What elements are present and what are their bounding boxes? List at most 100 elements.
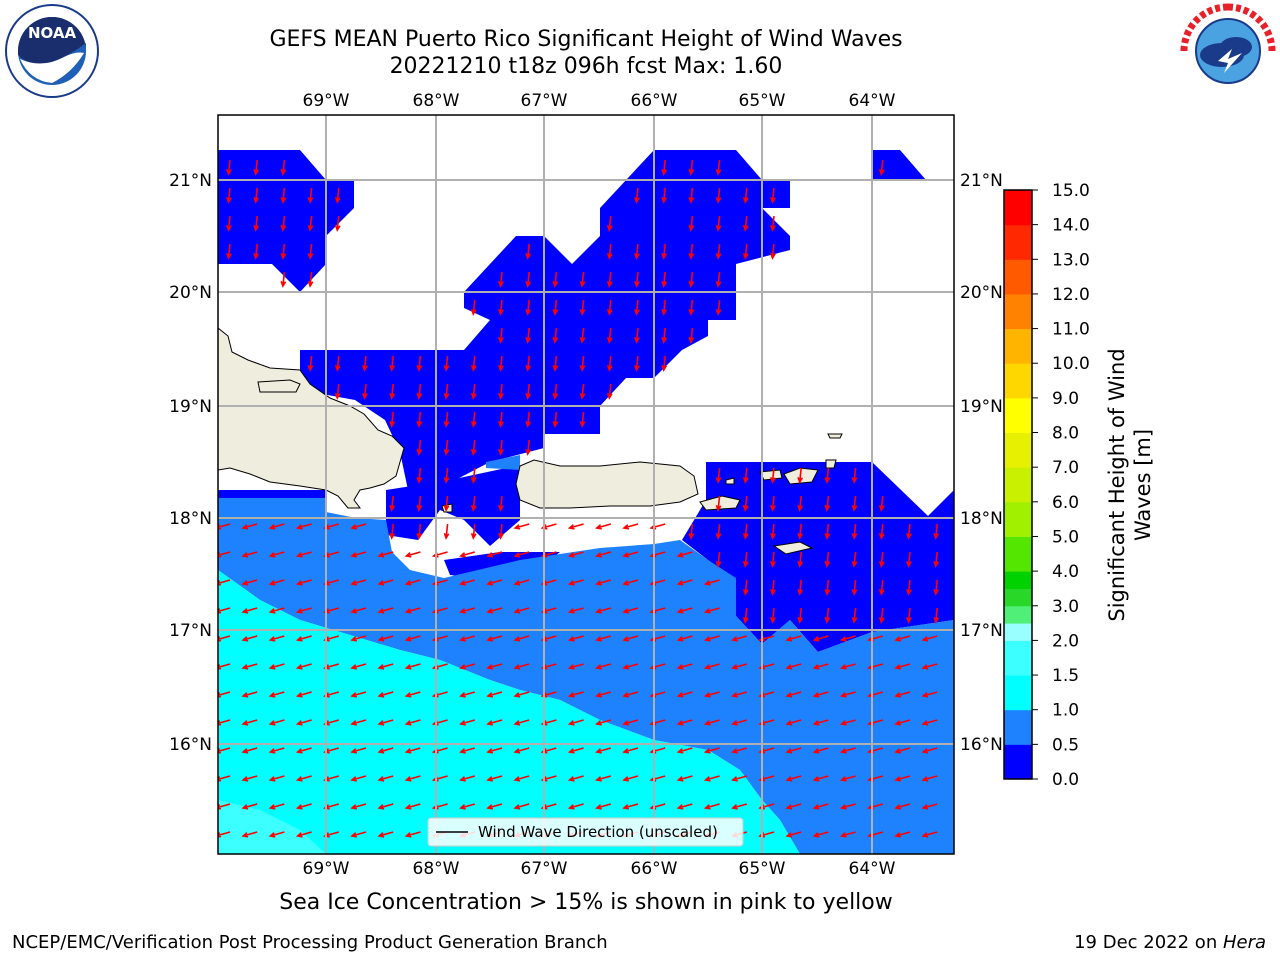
wind-arrow [731,775,748,782]
lon-label: 68°W [413,91,460,111]
wind-arrow [552,355,559,372]
wind-arrow [567,607,584,614]
wind-arrow [622,635,639,642]
wind-arrow [459,691,476,698]
wind-arrow [661,299,668,316]
wind-arrow [878,523,885,540]
wind-arrow [513,551,530,558]
lat-label: 21°N [960,171,1003,191]
wind-arrow [812,775,829,782]
wind-arrow [486,579,503,586]
colorbar-frame [1003,189,1033,780]
wind-arrow [443,383,450,400]
wind-arrow [851,495,858,512]
colorbar-tick-label: 9.0 [1052,389,1079,409]
wind-arrow [323,691,340,698]
wind-arrow [839,803,856,810]
wind-arrow [921,831,938,838]
wind-arrow [525,411,532,428]
wind-arrow [622,775,639,782]
nws-logo-icon [1180,3,1276,97]
wind-arrow [241,635,258,642]
wind-arrow [894,775,911,782]
wind-arrow [715,159,722,176]
lat-labels-left: 21°N 20°N 19°N 18°N 17°N 16°N [169,171,212,755]
wind-arrow [459,607,476,614]
colorbar-tick-label: 13.0 [1052,250,1090,270]
wind-arrow [268,663,285,670]
wind-arrow [851,523,858,540]
wind-arrow [268,551,285,558]
wind-arrow [894,635,911,642]
wind-arrow [334,355,341,372]
colorbar-tick-label: 7.0 [1052,458,1079,478]
wind-arrow [307,271,314,288]
wind-arrow [268,719,285,726]
wind-arrow [377,635,394,642]
wind-arrow [595,579,612,586]
wind-arrow [459,803,476,810]
wind-arrow [676,663,693,670]
wind-arrow [280,215,287,232]
colorbar-segment [1004,588,1032,607]
wind-arrow [579,299,586,316]
wind-arrow [470,299,477,316]
wind-arrow [404,831,421,838]
wind-arrow [470,411,477,428]
wind-arrow [797,551,804,568]
wind-arrow [525,383,532,400]
wind-arrow [770,607,776,624]
map-frame [217,114,955,855]
wind-arrow [770,523,776,540]
wind-arrow [731,635,748,642]
wind-arrow [226,187,232,204]
wind-arrow [350,523,367,530]
wind-arrow [812,831,829,838]
wind-arrow [350,803,367,810]
wind-arrow [350,579,367,586]
wind-arrow [404,551,421,558]
wind-arrow [280,243,287,260]
wind-arrow [921,747,938,754]
wind-arrow [350,607,367,614]
wind-arrow [295,551,312,558]
wind-arrow [606,327,613,344]
wind-arrow [280,159,287,176]
wind-arrow [676,691,693,698]
wind-arrow [579,411,586,428]
lat-label: 19°N [960,397,1003,417]
wind-arrow [851,579,858,596]
colorbar-segment [1004,467,1032,503]
wind-arrow [513,663,530,670]
wind-arrow [894,803,911,810]
wind-arrow [268,803,285,810]
wind-arrow [606,383,613,400]
wind-arrow [268,635,285,642]
wind-arrow [268,691,285,698]
wind-arrow [295,523,312,530]
wind-arrow [595,747,612,754]
wind-arrow [676,775,693,782]
wind-arrow [350,691,367,698]
wind-arrow [377,747,394,754]
wind-arrow [498,327,504,344]
wind-arrow [295,607,312,614]
colorbar-tick-label: 10.0 [1052,354,1090,374]
wind-arrow [622,803,639,810]
wind-arrow [797,607,804,624]
wind-arrow [676,803,693,810]
wind-arrow [742,187,749,204]
wind-arrow [785,775,802,782]
wind-arrow [486,663,503,670]
wind-arrow [416,383,423,400]
colorbar-segment [1004,432,1032,468]
colorbar-segment [1004,293,1032,330]
wind-arrow [350,663,367,670]
wind-arrow [241,691,258,698]
wind-arrow [486,747,503,754]
wind-arrow [703,607,720,614]
wind-arrow [513,747,530,754]
wind-arrow [513,635,530,642]
wind-arrow [676,635,693,642]
wind-arrow [661,187,668,204]
